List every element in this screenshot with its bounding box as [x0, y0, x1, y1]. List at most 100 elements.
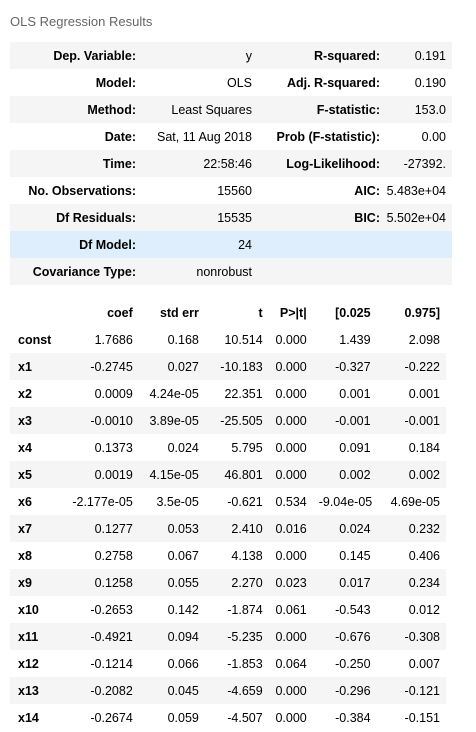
coef-cell: 0.002 [376, 461, 446, 488]
coef-cell: 0.067 [167, 548, 199, 563]
coef-cell: 0.2758 [94, 548, 133, 563]
coef-cell: 0.059 [167, 710, 199, 725]
summary-row: Time: 22:58:46 Log-Likelihood: -27392. [10, 150, 452, 177]
table-row: x2 0.0009 4.24e-05 22.351 0.000 0.001 0.001 [10, 380, 446, 407]
coef-cell: 0.016 [268, 515, 313, 542]
coef-cell: 0.232 [376, 515, 446, 542]
coef-cell: 0.066 [167, 656, 199, 671]
variable-name: x6 [18, 494, 32, 509]
coef-cell: 0.000 [268, 461, 313, 488]
summary-label: BIC: [258, 204, 384, 231]
table-row: x13 -0.2082 0.045 -4.659 0.000 -0.296 -0.121 [10, 677, 446, 704]
coef-cell: 0.064 [275, 656, 307, 671]
variable-name: x7 [10, 515, 60, 542]
summary-label [258, 258, 384, 285]
coef-cell: 1.7686 [94, 332, 133, 347]
coef-cell: 1.439 [339, 332, 371, 347]
coef-cell: 3.5e-05 [156, 494, 199, 509]
summary-value: Least Squares [140, 96, 258, 123]
coef-cell: -4.507 [227, 710, 263, 725]
coef-cell: 2.098 [408, 332, 440, 347]
coef-cell: 4.138 [231, 548, 263, 563]
summary-label: Method: [10, 96, 140, 123]
table-row: const 1.7686 0.168 10.514 0.000 1.439 2.098 [10, 326, 446, 353]
coef-cell: -0.384 [335, 710, 371, 725]
coef-cell: -0.296 [312, 677, 377, 704]
coef-cell: 5.795 [231, 440, 263, 455]
summary-value: Sat, 11 Aug 2018 [157, 129, 252, 144]
coef-cell: 4.69e-05 [390, 494, 440, 509]
coef-cell: 0.000 [275, 548, 307, 563]
coef-cell: 0.234 [376, 569, 446, 596]
coef-cell: -0.543 [335, 602, 371, 617]
coef-cell: -0.001 [312, 407, 377, 434]
coef-cell: -0.308 [376, 623, 446, 650]
summary-value: nonrobust [140, 258, 258, 285]
coef-cell: -1.853 [227, 656, 263, 671]
coef-cell: -9.04e-05 [318, 494, 373, 509]
coef-cell: -5.235 [204, 623, 269, 650]
coef-cell: 0.184 [408, 440, 440, 455]
summary-label [258, 231, 384, 258]
summary-row: Dep. Variable: y R-squared: 0.191 [10, 42, 452, 69]
summary-label: Dep. Variable: [10, 42, 140, 69]
coef-cell: 0.017 [312, 569, 377, 596]
coef-cell: 0.1373 [94, 440, 133, 455]
coef-cell: 22.351 [224, 386, 263, 401]
coef-column-header: std err [159, 305, 199, 320]
variable-name: x12 [18, 656, 39, 671]
variable-name: x1 [10, 353, 60, 380]
coef-cell: 46.801 [204, 461, 269, 488]
coef-column-header: coef [107, 305, 133, 320]
summary-label: F-statistic: [258, 96, 384, 123]
results-title: OLS Regression Results [10, 14, 153, 29]
coef-cell: 0.142 [167, 602, 199, 617]
summary-label: Date: [104, 129, 136, 144]
coef-cell: 0.0009 [94, 386, 133, 401]
coef-cell: 0.091 [339, 440, 371, 455]
summary-label: Model: [95, 75, 136, 90]
coef-cell: 0.168 [167, 332, 199, 347]
coef-cell: 0.001 [339, 386, 371, 401]
summary-row: Date: Sat, 11 Aug 2018 Prob (F-statistic):… [10, 123, 452, 150]
summary-value [384, 231, 452, 258]
coef-cell: 0.024 [312, 515, 377, 542]
summary-label: R-squared: [258, 42, 384, 69]
table-row: x3 -0.0010 3.89e-05 -25.505 0.000 -0.001 -0.00… [10, 407, 446, 434]
coef-cell: 0.145 [339, 548, 371, 563]
coef-cell: -0.151 [404, 710, 440, 725]
variable-name: x4 [18, 440, 32, 455]
summary-row: Model: OLS Adj. R-squared: 0.190 [10, 69, 452, 96]
summary-label: No. Observations: [28, 183, 136, 198]
variable-name: x5 [10, 461, 60, 488]
coef-cell: 0.024 [167, 440, 199, 455]
summary-label: Covariance Type: [10, 258, 140, 285]
summary-value: 153.0 [384, 96, 452, 123]
table-row: x10 -0.2653 0.142 -1.874 0.061 -0.543 0.012 [10, 596, 446, 623]
coef-column-header: P>|t| [279, 305, 307, 320]
coef-cell: 0.0019 [59, 461, 139, 488]
summary-row: Df Residuals: 15535 BIC: 5.502e+04 [10, 204, 452, 231]
coef-cell: 0.000 [275, 710, 307, 725]
coef-cell: -25.505 [204, 407, 269, 434]
coef-cell: -4.659 [204, 677, 269, 704]
coef-cell: -0.2745 [59, 353, 139, 380]
coef-cell: 0.061 [275, 602, 307, 617]
summary-row: Method: Least Squares F-statistic: 153.0 [10, 96, 452, 123]
coef-cell: 0.023 [268, 569, 313, 596]
coef-cell: 0.000 [268, 677, 313, 704]
variable-name: x11 [10, 623, 60, 650]
summary-table: Dep. Variable: y R-squared: 0.191 Model: OLS A… [10, 42, 452, 285]
variable-name: x9 [10, 569, 60, 596]
coef-cell: 0.055 [138, 569, 205, 596]
coef-cell: 0.027 [138, 353, 205, 380]
coef-cell: 2.410 [204, 515, 269, 542]
coef-cell: -0.2674 [90, 710, 133, 725]
variable-name: x2 [18, 386, 32, 401]
summary-value: 0.190 [414, 75, 446, 90]
summary-label: Df Residuals: [10, 204, 140, 231]
summary-value: 5.502e+04 [384, 204, 452, 231]
summary-value: 24 [140, 231, 258, 258]
summary-label: Adj. R-squared: [286, 75, 380, 90]
